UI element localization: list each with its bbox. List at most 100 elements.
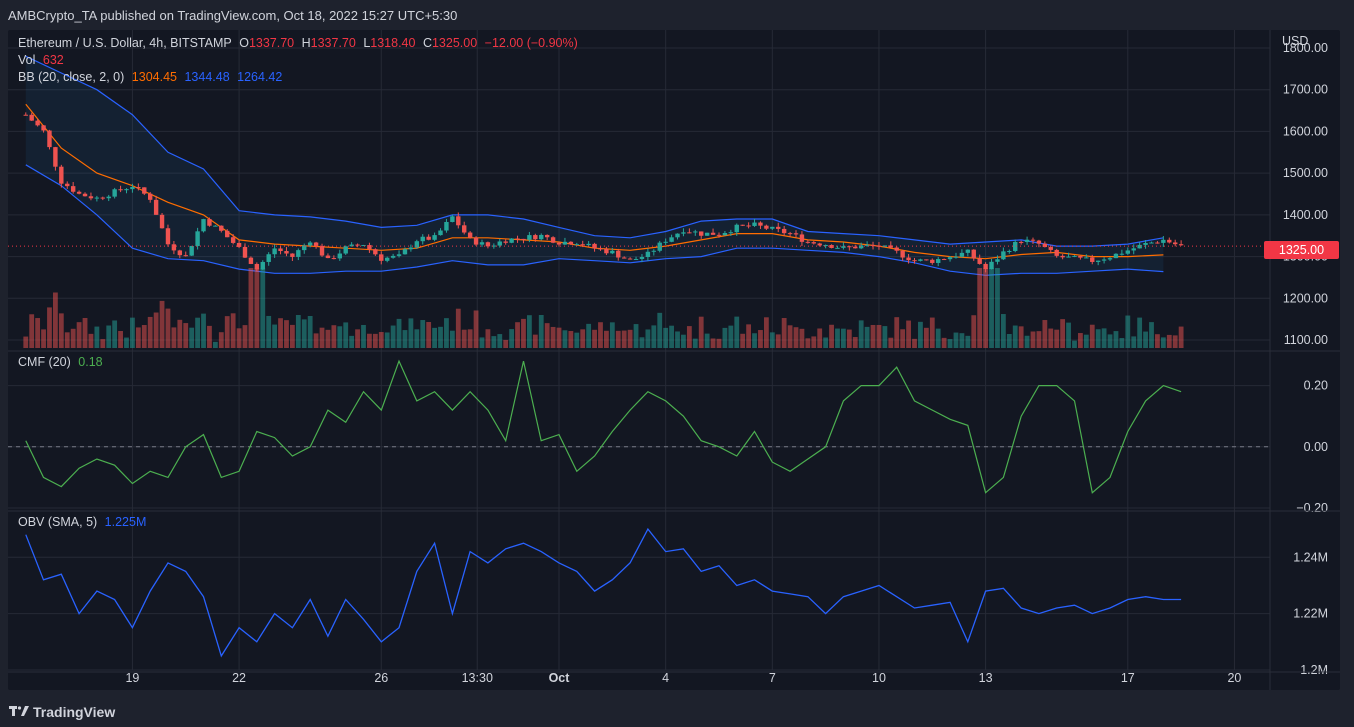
volume-bar xyxy=(580,329,586,348)
candle-body xyxy=(977,258,982,264)
volume-bar xyxy=(254,268,260,348)
candle-body xyxy=(1018,241,1024,243)
volume-bar xyxy=(1018,326,1024,348)
x-tick-label: Oct xyxy=(549,671,571,685)
volume-bar xyxy=(47,307,52,348)
tradingview-logo-icon xyxy=(9,706,29,716)
volume-bar xyxy=(941,337,947,348)
volume-bar xyxy=(402,330,408,348)
volume-bar xyxy=(698,316,704,348)
volume-bar xyxy=(94,326,100,348)
bb-upper-line xyxy=(25,55,1164,247)
cmf-label[interactable]: CMF (20) xyxy=(18,355,71,369)
volume-bar xyxy=(971,315,977,348)
candle-body xyxy=(165,228,171,245)
volume-bar xyxy=(349,335,355,348)
volume-bar xyxy=(165,308,171,348)
candle-body xyxy=(823,244,828,246)
obv-label[interactable]: OBV (SMA, 5) xyxy=(18,515,98,529)
volume-bar xyxy=(509,329,515,348)
candle-body xyxy=(1060,255,1065,258)
volume-bar xyxy=(355,329,360,348)
volume-bar xyxy=(1155,334,1160,348)
volume-bar xyxy=(882,326,888,348)
bb-lower-line xyxy=(25,164,1164,276)
candle-body xyxy=(906,257,911,261)
volume-legend[interactable]: Vol 632 xyxy=(18,53,68,67)
candle-body xyxy=(687,232,692,234)
volume-bar xyxy=(396,318,402,348)
candle-body xyxy=(799,234,805,242)
candle-body xyxy=(858,245,864,249)
candle-body xyxy=(971,249,976,259)
candle-body xyxy=(781,228,787,234)
candle-body xyxy=(266,254,271,262)
candle-body xyxy=(100,197,105,199)
x-tick-label: 7 xyxy=(769,671,776,685)
candle-body xyxy=(693,231,698,233)
chart-canvas[interactable]: 1800.001700.001600.001500.001400.001300.… xyxy=(8,30,1340,690)
candle-body xyxy=(829,244,834,248)
price-tick-label: 1400.00 xyxy=(1283,208,1328,222)
candle-body xyxy=(47,130,52,148)
candle-body xyxy=(527,235,532,240)
volume-bar xyxy=(710,338,716,348)
candle-body xyxy=(35,120,40,126)
volume-bar xyxy=(295,315,301,348)
volume-bar xyxy=(367,333,372,348)
volume-bar xyxy=(977,268,983,348)
volume-bar xyxy=(538,314,544,348)
volume-bar xyxy=(337,326,343,348)
open-label: O xyxy=(239,36,249,50)
tradingview-brand[interactable]: TradingView xyxy=(33,704,116,720)
candle-body xyxy=(124,189,129,191)
candle-body xyxy=(710,232,716,235)
volume-bar xyxy=(1160,337,1166,348)
candle-body xyxy=(947,257,953,260)
candle-body xyxy=(384,257,390,261)
candle-body xyxy=(260,261,265,270)
candle-body xyxy=(41,125,46,131)
candle-body xyxy=(59,166,64,184)
obv-legend[interactable]: OBV (SMA, 5) 1.225M xyxy=(18,515,150,529)
volume-bar xyxy=(657,312,663,348)
candle-body xyxy=(1119,253,1125,255)
candle-body xyxy=(1048,247,1053,250)
volume-bar xyxy=(301,319,307,348)
volume-bar xyxy=(1036,331,1042,348)
volume-bar xyxy=(598,322,603,348)
volume-bar xyxy=(805,338,811,348)
candle-body xyxy=(1125,250,1131,254)
bb-legend[interactable]: BB (20, close, 2, 0) 1304.45 1344.48 126… xyxy=(18,70,286,84)
candle-body xyxy=(337,253,342,259)
volume-bar xyxy=(100,339,106,348)
candle-body xyxy=(894,247,899,251)
bb-label[interactable]: BB (20, close, 2, 0) xyxy=(18,70,125,84)
candle-body xyxy=(467,232,473,238)
symbol-name[interactable]: Ethereum / U.S. Dollar, 4h, BITSTAMP xyxy=(18,36,232,50)
volume-bar xyxy=(728,325,734,348)
volume-bar xyxy=(1149,322,1154,348)
candle-body xyxy=(853,246,858,249)
volume-bar xyxy=(1172,335,1178,348)
bb-band-fill xyxy=(25,56,1164,276)
volume-bar xyxy=(135,327,141,348)
close-label: C xyxy=(422,36,432,50)
candle-body xyxy=(1173,242,1178,245)
volume-bar xyxy=(793,327,799,348)
cmf-legend[interactable]: CMF (20) 0.18 xyxy=(18,355,107,369)
volume-bar xyxy=(1024,335,1030,348)
chart-frame[interactable]: 1800.001700.001600.001500.001400.001300.… xyxy=(8,30,1340,690)
symbol-legend[interactable]: Ethereum / U.S. Dollar, 4h, BITSTAMP O 13… xyxy=(18,36,582,50)
candle-body xyxy=(953,256,959,258)
candle-body xyxy=(805,241,811,243)
x-tick-label: 17 xyxy=(1121,671,1135,685)
candle-body xyxy=(438,230,443,236)
volume-bar xyxy=(1048,328,1054,348)
candle-body xyxy=(319,245,325,256)
close-value: 1325.00 xyxy=(431,36,478,50)
volume-label[interactable]: Vol xyxy=(18,53,36,67)
candle-body xyxy=(325,255,331,259)
volume-bar xyxy=(76,322,82,348)
candle-body xyxy=(888,245,894,248)
